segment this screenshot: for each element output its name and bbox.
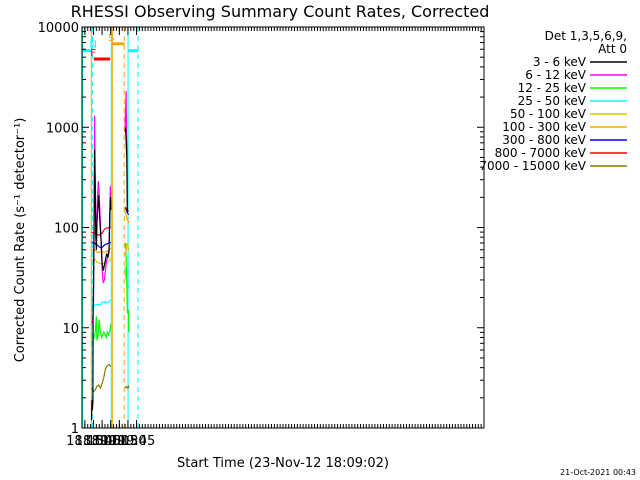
series-line-7000-15000-kev-late [124,384,130,390]
series-line-12-25-kev-late [124,242,130,333]
series-line-3-6-kev-late [124,127,128,213]
x-tick-label: 18:15 [66,434,103,449]
x-tick-label: 19:15 [101,434,138,449]
plot-frame [81,26,485,429]
x-tick-label: 18:45 [83,434,120,449]
flag-label-f: F [90,48,96,59]
series-line-25-50-kev [91,299,112,309]
legend-label-50-100-kev: 50 - 100 keV [510,107,587,121]
legend-label-12-25-kev: 12 - 25 keV [518,81,587,95]
footer-date: 21-Oct-2021 00:43 [560,468,636,477]
x-tick-label: 19:00 [92,434,129,449]
legend-label-800-7000-kev: 800 - 7000 keV [495,146,587,160]
x-tick-label: 19:45 [118,434,155,449]
chart-title: RHESSI Observing Summary Count Rates, Co… [71,2,490,21]
legend-label-100-300-kev: 100 - 300 keV [502,120,586,134]
legend-label-300-800-kev: 300 - 800 keV [502,133,586,147]
series-line-7000-15000-kev [91,363,112,393]
series-line-50-100-kev [91,257,112,265]
series-line-6-12-kev [91,115,112,324]
y-axis-label: Corrected Count Rate (s⁻¹ detector⁻¹) [13,118,28,363]
legend-label-3-6-kev: 3 - 6 keV [533,55,587,69]
series-line-12-25-kev [91,316,112,344]
y-tick-label: 1 [71,422,79,437]
x-tick-label: 19:30 [109,434,146,449]
flag-label-n: N [89,40,96,51]
legend-header-line-2: Att 0 [598,42,627,56]
legend-label-7000-15000-kev: 7000 - 15000 keV [479,159,586,173]
y-tick-label: 100 [54,222,79,237]
plot-area: NF S [82,27,139,428]
series-line-50-100-kev-late [124,242,130,254]
series-line-100-300-kev-late [124,211,130,224]
series-line-3-6-kev [90,149,112,421]
legend-label-6-12-kev: 6 - 12 keV [525,68,587,82]
y-tick-label: 10 [62,322,79,337]
legend-label-25-50-kev: 25 - 50 keV [518,94,587,108]
flag-label-s: S [108,33,114,44]
x-tick-label: 18:30 [75,434,112,449]
y-tick-label: 10000 [38,21,79,36]
legend-header-line-1: Det 1,3,5,6,9, [545,29,627,43]
axes: 1 10 100 1000 10000 18:1518:3018:4519:0019:15… [38,21,485,449]
y-tick-label: 1000 [46,121,79,136]
series-line-300-800-kev-late [124,208,129,215]
x-axis-label: Start Time (23-Nov-12 18:09:02) [177,456,389,471]
